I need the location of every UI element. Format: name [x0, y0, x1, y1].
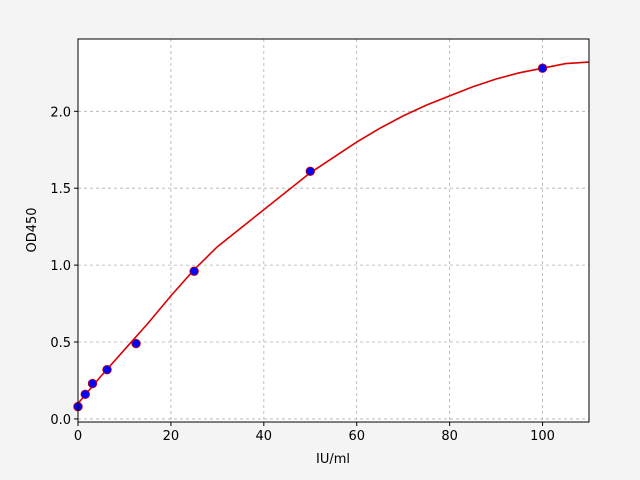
data-point: [537, 63, 548, 73]
fit-curve-layer: [77, 61, 590, 405]
y-axis-ticks: 0.0 0.5 1.0 1.5 2.0: [50, 105, 78, 428]
data-points-layer: [73, 63, 548, 412]
plot-frame: [77, 38, 590, 423]
x-axis-label: IU/ml: [316, 452, 350, 467]
data-point: [189, 266, 199, 276]
data-point: [80, 389, 90, 400]
x-tick-label: 40: [256, 429, 273, 444]
data-point: [305, 166, 315, 176]
y-tick-label: 0.5: [50, 336, 71, 351]
x-tick-label: 80: [441, 429, 458, 444]
fit-curve-line: [77, 61, 590, 405]
y-tick-label: 0.0: [50, 413, 71, 428]
x-axis-ticks: 0 20 40 60 80 100: [74, 422, 555, 444]
data-point: [102, 365, 112, 375]
y-tick-label: 2.0: [50, 105, 71, 120]
y-tick-label: 1.5: [50, 182, 71, 197]
data-point: [87, 378, 98, 389]
y-axis-label: OD450: [25, 207, 40, 252]
x-tick-label: 20: [163, 429, 180, 444]
data-point: [131, 338, 141, 349]
plot-area: [78, 39, 589, 422]
x-tick-label: 60: [348, 429, 365, 444]
x-tick-label: 0: [74, 429, 82, 444]
x-tick-label: 100: [530, 429, 555, 444]
y-tick-label: 1.0: [50, 259, 71, 274]
